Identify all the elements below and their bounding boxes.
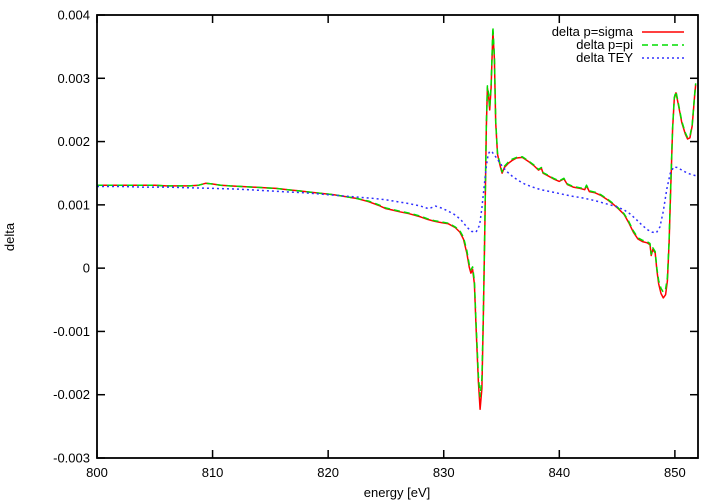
x-tick-label: 820: [317, 465, 339, 480]
series-line-delta-p-sigma: [97, 30, 697, 411]
x-tick-label: 810: [202, 465, 224, 480]
y-axis-label: delta: [2, 222, 17, 251]
x-axis-label: energy [eV]: [364, 485, 431, 500]
y-tick-label: 0.003: [57, 71, 90, 86]
legend-item: delta TEY: [576, 50, 684, 65]
y-tick-label: 0: [83, 261, 90, 276]
series-curves: [97, 26, 697, 411]
y-tick-label: 0.002: [57, 134, 90, 149]
y-tick-label: -0.001: [53, 324, 90, 339]
legend-label: delta p=sigma: [552, 24, 634, 39]
y-tick-label: 0.004: [57, 8, 90, 23]
y-tick-label: -0.003: [53, 451, 90, 466]
series-line-delta-tey: [97, 150, 696, 234]
y-tick-label: -0.002: [53, 387, 90, 402]
y-tick-label: 0.001: [57, 197, 90, 212]
x-tick-label: 830: [433, 465, 455, 480]
axis-ticks: [96, 14, 698, 459]
x-tick-label: 840: [548, 465, 570, 480]
legend-label: delta TEY: [576, 50, 633, 65]
legend-label: delta p=pi: [576, 37, 633, 52]
x-tick-label: 800: [86, 465, 108, 480]
series-line-delta-p-pi: [97, 26, 697, 398]
legend-item: delta p=sigma: [552, 24, 684, 39]
legend-item: delta p=pi: [576, 37, 684, 52]
plot-border: [96, 14, 699, 459]
x-tick-label: 850: [664, 465, 686, 480]
axis-tick-labels: 800 810 820 830 840 850 -0.003 -0.002 -0.001 0 0.0…: [53, 8, 686, 481]
